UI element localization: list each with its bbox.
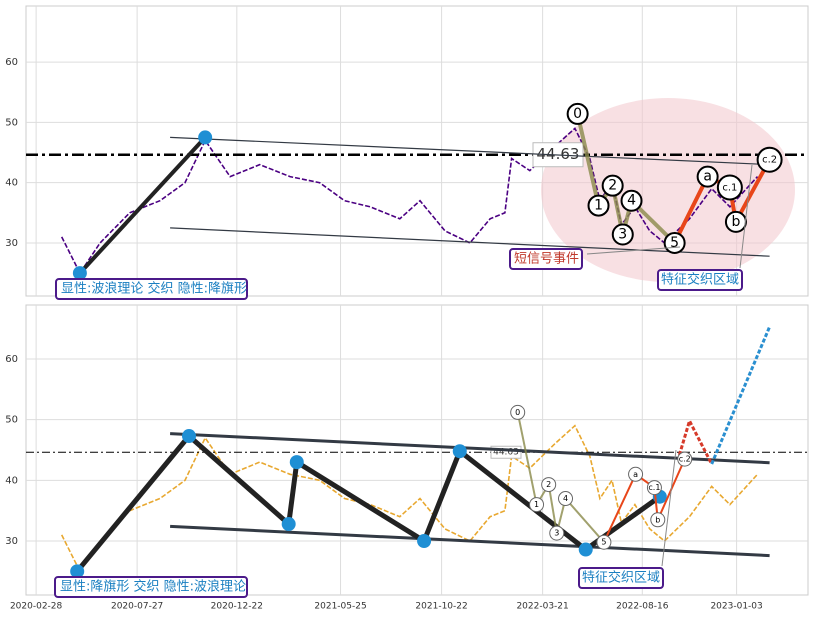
plot-area [25,304,809,596]
wave-marker [646,480,662,496]
wave-marker [596,534,612,550]
trend-point [578,542,593,557]
x-tick-label: 2022-08-16 [616,602,669,612]
trend-point [281,517,296,532]
wave-label: 5 [670,235,679,251]
y-tick-label: 30 [5,536,18,547]
wave-label: 2 [546,480,551,489]
wave-label: 0 [515,408,520,417]
annotation: 显性:降旗形 交织 隐性:波浪理论 [60,579,246,595]
channel-line [170,136,770,166]
trend-point [417,534,432,549]
wave-marker [529,497,545,513]
annotation-box [509,248,583,270]
plot: 44.63 0 12 3 4 5 a c.1 b c.2 [26,102,808,281]
plot: 44.63 0 1 2 3 4 5 a c.1 b c.2 [26,326,808,579]
trend-point [70,564,85,579]
wave-marker [558,491,574,507]
wave-marker [756,146,783,173]
wave-label: c.1 [722,182,737,193]
y-tick-label: 40 [5,178,18,189]
highlight-region [541,98,795,282]
trend-point [198,130,213,145]
wave-label: c.1 [648,483,660,492]
channel-line [170,524,770,558]
wave-marker [724,210,747,233]
wave-marker [650,512,666,528]
wave-label: 3 [618,227,627,243]
projection-line [710,326,771,465]
wave-label: 5 [601,538,606,547]
annotation: 短信号事件 [514,252,579,267]
level-label: 44.63 [537,145,580,163]
annotation-box [54,576,248,598]
wave-marker [716,174,743,201]
wave-marker [566,102,589,125]
wave-marker [549,525,565,541]
y-tick-label: 50 [5,415,18,426]
wave-label: 4 [563,494,568,503]
wave-label: a [703,169,712,185]
x-tick-label: 2021-10-22 [415,602,467,612]
wave-label: 2 [608,178,617,194]
wave-marker [541,477,557,493]
y-tick-label: 60 [5,57,18,68]
wave-marker [611,223,634,246]
arrow [661,449,677,567]
wave-marker [587,194,610,217]
annotation-box [55,278,248,300]
trend-point [182,429,197,444]
wave-label: 1 [534,500,539,509]
price-line [60,127,759,275]
wave-marker [696,165,719,188]
trend-line [75,433,662,573]
wave-marker [601,174,624,197]
annotation: 特征交织区域 [582,570,660,586]
level-label: 44.63 [493,448,519,458]
trend-point [289,455,304,470]
wave-label: 4 [627,193,636,209]
y-tick-label: 50 [5,117,18,128]
y-tick-label: 60 [5,354,18,365]
annotation-box [657,269,743,291]
channel-line [170,432,770,465]
trend-line [78,136,207,275]
x-tick-label: 2020-12-22 [211,602,263,612]
wave-label: c.2 [679,455,691,464]
x-tick-label: 2021-05-25 [314,602,366,612]
price-line [60,424,759,573]
wave-marker [677,451,693,467]
x-tick-label: 2022-03-21 [516,602,568,612]
annotation: 显性:波浪理论 交织 隐性:降旗形 [61,281,247,297]
wave-marker [620,189,643,212]
arrow [739,164,753,269]
trend-point [452,444,467,459]
wave-marker [510,404,526,420]
x-tick-label: 2023-01-03 [710,602,762,612]
wave-label: b [731,214,740,230]
annotation: 特征交织区域 [661,272,739,288]
annotation-box [578,567,664,589]
wave-label: b [655,515,660,524]
annotations: 显性:波浪理论 交织 隐性:降旗形 短信号事件 特征交织区域 显性:降旗形 交织… [54,164,753,598]
y-tick-label: 30 [5,238,18,249]
trend-point [72,266,87,281]
projection-line [677,416,714,465]
x-tick-label: 2020-02-28 [10,602,63,612]
x-tick-label: 2020-07-27 [111,602,163,612]
y-tick-label: 40 [5,475,18,486]
wave-marker [628,466,644,482]
arrow [586,246,681,255]
wave-label: a [633,470,638,479]
wave-line [516,412,605,543]
wave-label: c.2 [762,155,777,166]
wave-label: 0 [573,106,582,122]
wave-label: 3 [554,529,559,538]
wave-label: 1 [594,198,603,214]
